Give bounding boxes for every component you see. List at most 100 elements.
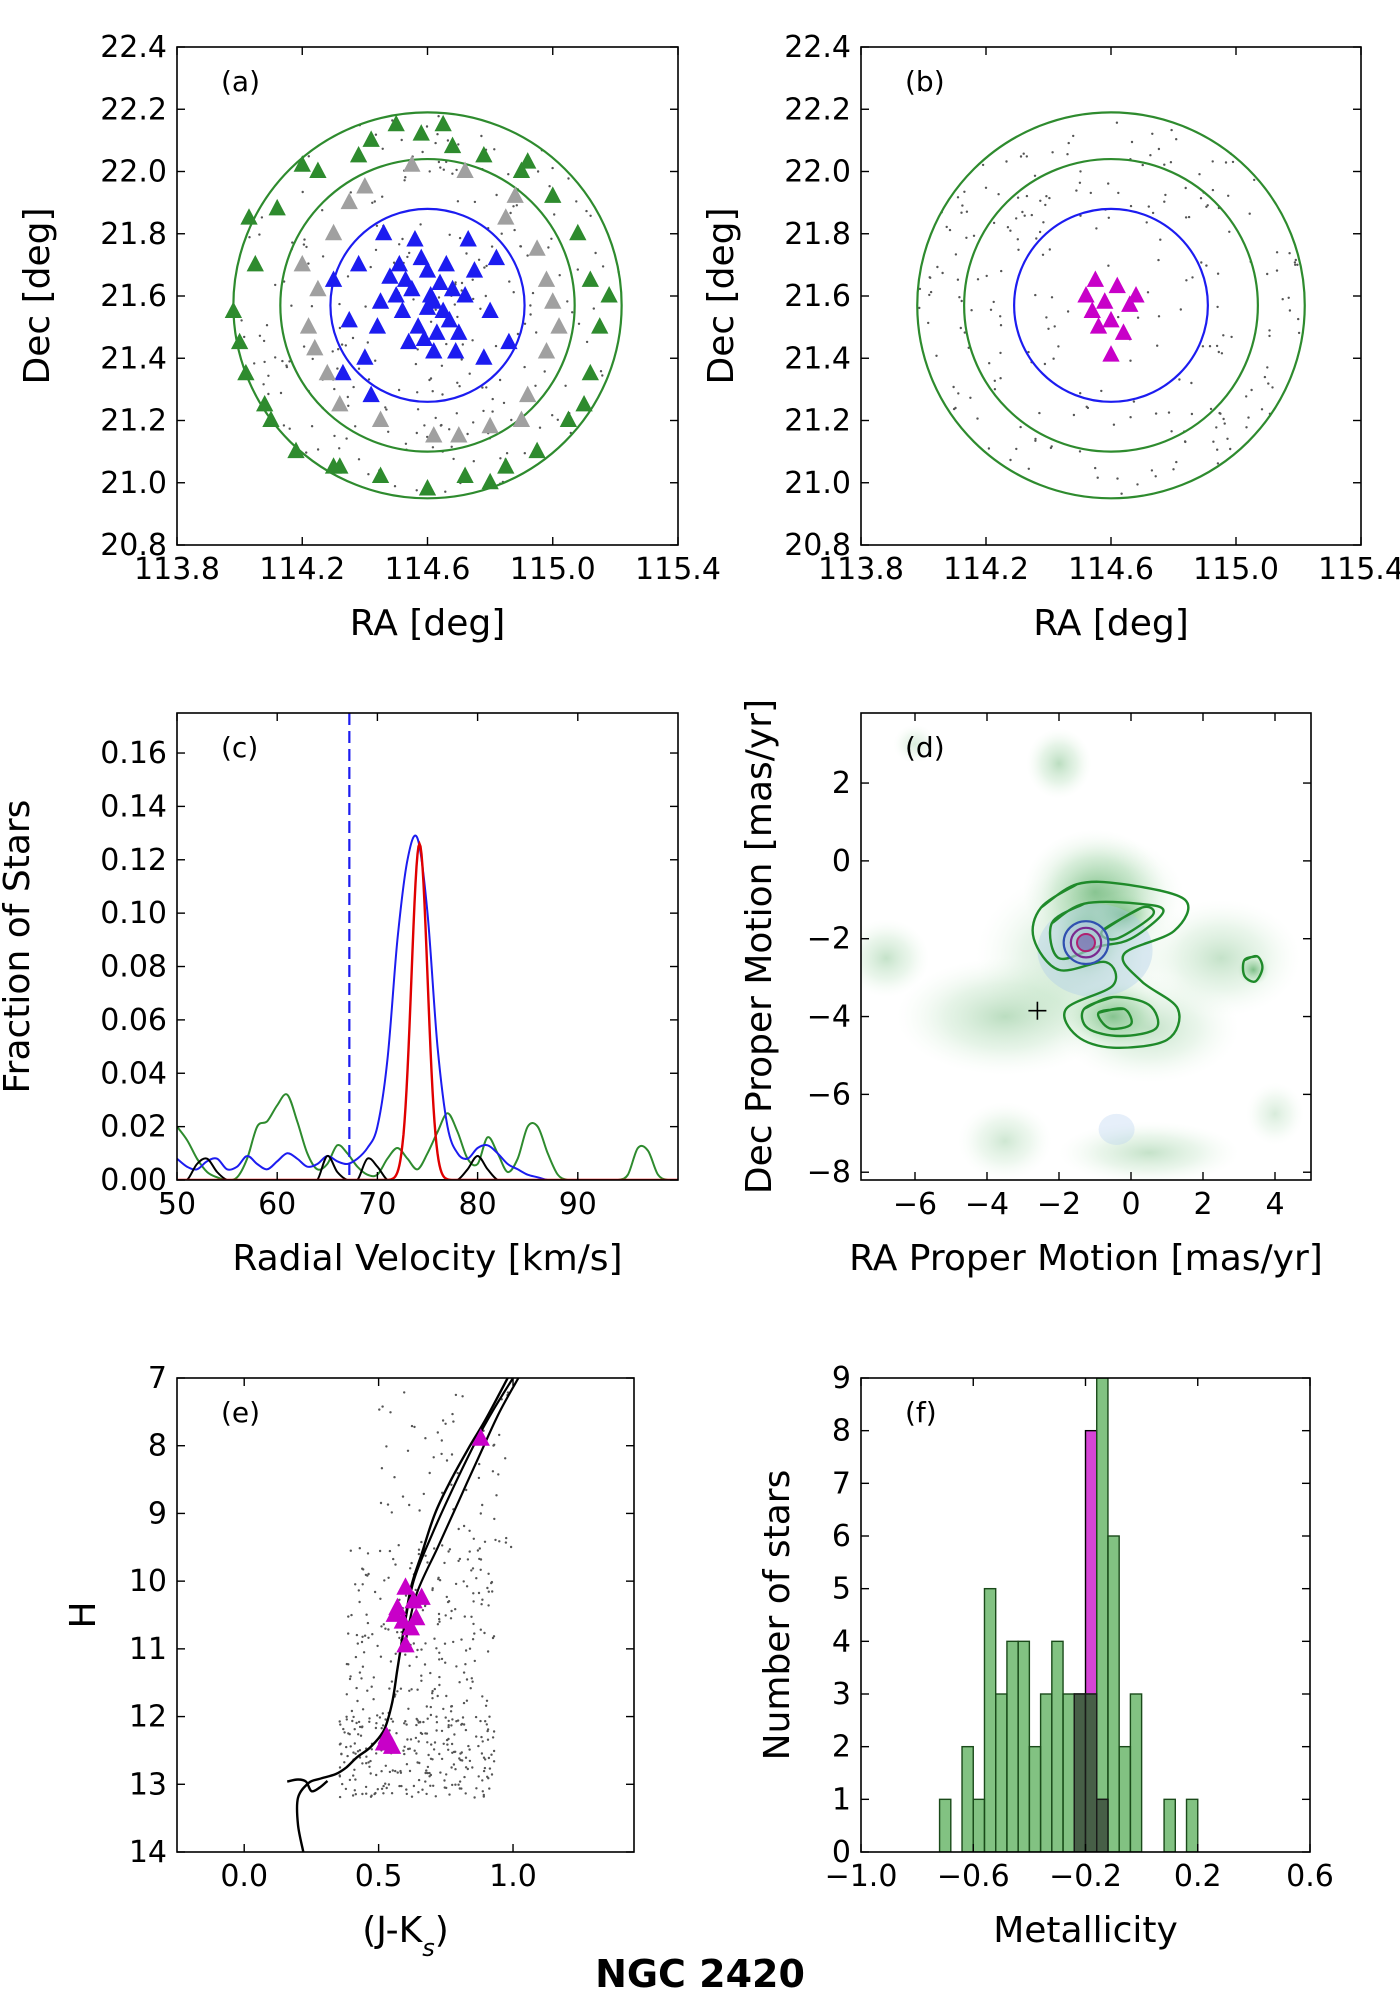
field-star-dot: [1190, 412, 1194, 416]
field-star-dot: [1163, 163, 1166, 166]
y-tick-label: 6: [832, 1519, 851, 1554]
field-star-dot: [344, 344, 347, 347]
field-star-dot: [523, 322, 527, 325]
x-tick-label: 114.6: [385, 552, 471, 587]
member-star-marker: [412, 1587, 431, 1605]
field-star-dot: [512, 205, 515, 208]
field-star-dot: [336, 367, 339, 370]
star-marker-blue: [459, 229, 477, 247]
star-marker-blue: [400, 332, 418, 350]
field-star-dot: [415, 431, 418, 435]
field-star-dot: [453, 303, 456, 306]
field-star-dot: [480, 1603, 483, 1606]
field-star-dot: [433, 1637, 436, 1640]
field-star-dot: [970, 309, 973, 312]
field-star-dot: [1190, 381, 1193, 385]
field-star-dot: [454, 1608, 457, 1611]
y-tick-label: 5: [832, 1572, 851, 1607]
field-star-dot: [438, 1651, 441, 1655]
star-marker-gray: [331, 394, 349, 412]
field-star-dot: [465, 1678, 469, 1681]
field-star-dot: [480, 1735, 483, 1739]
panel-d: −6 −4 −2 0 2 4 −8 −6 −4 −2 0 2 (d) RA Proper Motion […: [739, 699, 1323, 1279]
field-star-dot: [435, 1729, 438, 1732]
field-star-dot: [408, 1689, 411, 1693]
field-star-dot: [461, 343, 464, 346]
field-star-dot: [451, 1412, 454, 1416]
field-star-dot: [1042, 221, 1045, 224]
field-star-dot: [384, 1627, 387, 1630]
y-tick-label: 22.4: [100, 30, 167, 65]
field-star-dot: [466, 1767, 469, 1771]
field-star-dot: [534, 384, 537, 387]
field-star-dot: [390, 1792, 394, 1795]
star-marker-gray: [537, 342, 556, 359]
field-star-dot: [346, 275, 350, 278]
field-star-dot: [479, 1512, 482, 1515]
y-tick-label: −8: [807, 1155, 851, 1190]
contour-lower-core: [1096, 1007, 1133, 1031]
field-star-dot: [479, 1558, 483, 1561]
field-star-dot: [1051, 151, 1054, 154]
star-marker-magenta: [1096, 292, 1114, 309]
field-bar: [1062, 1693, 1075, 1852]
field-star-dot: [394, 1769, 397, 1773]
axes-frame: [176, 1377, 635, 1853]
field-star-dot: [258, 334, 262, 337]
field-star-dot: [282, 280, 286, 283]
y-tick-label: 11: [129, 1632, 167, 1667]
field-star-dot: [321, 209, 324, 212]
star-marker-green: [309, 161, 327, 178]
field-star-dot: [370, 1748, 373, 1751]
field-star-dot: [485, 1699, 489, 1703]
field-star-dot: [1079, 170, 1082, 173]
field-star-dot: [365, 1792, 368, 1795]
field-star-dot: [1067, 141, 1070, 145]
field-star-dot: [366, 1552, 370, 1555]
field-star-dot: [367, 473, 370, 476]
star-marker-gray: [425, 426, 443, 443]
field-star-dot: [420, 1674, 423, 1677]
field-star-dot: [585, 340, 589, 344]
field-star-dot: [918, 306, 921, 310]
field-star-dot: [426, 1741, 429, 1744]
contour-outer: [1031, 880, 1190, 1050]
field-star-dot: [400, 138, 403, 142]
field-star-dot: [321, 255, 325, 258]
star-marker-blue: [406, 229, 424, 247]
field-star-dot: [423, 1604, 427, 1608]
star-marker-gray: [506, 186, 524, 203]
field-star-dot: [1248, 212, 1251, 215]
field-star-dot: [380, 1770, 383, 1773]
field-star-dot: [464, 1792, 467, 1795]
field-star-dot: [390, 1511, 393, 1514]
field-star-dot: [457, 1527, 460, 1531]
field-star-dot: [345, 1715, 348, 1719]
star-marker-gray: [306, 338, 324, 356]
field-star-dot: [402, 1749, 405, 1752]
field-star-dot: [355, 1721, 358, 1725]
field-star-dot: [1136, 316, 1140, 319]
field-star-dot: [952, 385, 955, 389]
star-marker-gray: [537, 270, 556, 287]
field-star-dot: [451, 1783, 454, 1787]
field-star-dot: [416, 1761, 419, 1764]
y-tick-label: 9: [148, 1496, 167, 1531]
field-star-dot: [248, 236, 251, 239]
field-star-dot: [311, 357, 314, 361]
field-star-dot: [391, 1769, 394, 1772]
x-tick-label: 115.4: [635, 552, 721, 587]
star-marker-green: [418, 478, 437, 496]
field-star-dot: [1224, 161, 1228, 164]
field-star-dot: [371, 1633, 374, 1636]
field-star-dot: [376, 1714, 379, 1717]
field-star-dot: [481, 1779, 484, 1782]
field-star-dot: [551, 166, 554, 170]
star-marker-gray: [293, 254, 311, 272]
field-star-dot: [310, 305, 314, 308]
field-star-dot: [1066, 310, 1070, 313]
field-star-dot: [445, 1773, 448, 1776]
field-star-dot: [477, 1476, 481, 1480]
density-blob: [958, 1102, 1052, 1180]
member-star-marker: [471, 1428, 490, 1446]
